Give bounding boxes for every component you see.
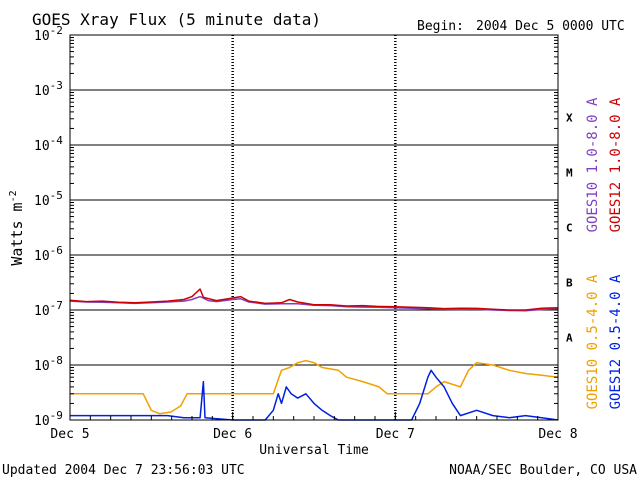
y-axis-label: Watts m-2 (8, 190, 26, 265)
y-tick-label: 10-6 (34, 244, 63, 264)
y-tick-label: 10-8 (34, 354, 63, 374)
begin-label: Begin: (417, 19, 464, 34)
y-tick-label-exponent: -4 (50, 134, 64, 147)
y-tick-label-base: 10 (34, 359, 50, 374)
y-axis-label-base: Watts m (8, 202, 26, 265)
flare-class-label: M (566, 167, 573, 180)
begin-value: 2004 Dec 5 0000 UTC (476, 19, 625, 34)
y-tick-label: 10-7 (34, 299, 63, 319)
footer-credit: NOAA/SEC Boulder, CO USA (449, 463, 637, 478)
legend-entry: GOES12 0.5-4.0 A (608, 274, 624, 409)
x-tick-label: Dec 7 (376, 427, 415, 442)
y-tick-label-base: 10 (34, 29, 50, 44)
flare-class-label: B (566, 277, 573, 290)
y-tick-label-base: 10 (34, 414, 50, 429)
x-tick-label: Dec 6 (213, 427, 252, 442)
legend-entry: GOES12 1.0-8.0 A (608, 97, 624, 232)
y-tick-label-base: 10 (34, 139, 50, 154)
y-tick-label-base: 10 (34, 194, 50, 209)
y-axis-label-exponent: -2 (8, 190, 19, 202)
flare-class-label: X (566, 112, 573, 125)
data-layer (69, 288, 559, 421)
y-tick-label-base: 10 (34, 84, 50, 99)
y-tick-label-exponent: -2 (50, 24, 63, 37)
y-tick-label: 10-4 (34, 134, 63, 154)
x-tick-label: Dec 8 (538, 427, 577, 442)
y-tick-label-exponent: -3 (50, 79, 63, 92)
legend-entry: GOES10 1.0-8.0 A (585, 97, 601, 232)
y-tick-label-base: 10 (34, 304, 50, 319)
y-tick-label-base: 10 (34, 249, 50, 264)
y-tick-label-exponent: -7 (50, 299, 63, 312)
legend-layer: GOES10 1.0-8.0 A GOES12 1.0-8.0 A GOES10 0… (585, 97, 624, 409)
y-tick-label-exponent: -5 (50, 189, 63, 202)
series-line (69, 288, 559, 311)
y-tick-label-exponent: -6 (50, 244, 63, 257)
y-tick-label: 10-3 (34, 79, 63, 99)
flare-class-label: C (566, 222, 573, 235)
grid-layer (70, 35, 558, 420)
footer-updated: Updated 2004 Dec 7 23:56:03 UTC (2, 463, 245, 478)
x-axis-label: Universal Time (259, 443, 369, 458)
y-tick-label: 10-2 (34, 24, 63, 44)
chart-title: GOES Xray Flux (5 minute data) (32, 10, 321, 29)
y-tick-label-exponent: -8 (50, 354, 63, 367)
series-line (70, 359, 559, 415)
series-line (69, 295, 559, 312)
y-tick-label-exponent: -9 (50, 409, 63, 422)
y-tick-label: 10-9 (34, 409, 63, 429)
x-tick-label: Dec 5 (50, 427, 89, 442)
legend-entry: GOES10 0.5-4.0 A (585, 274, 601, 409)
y-tick-label: 10-5 (34, 189, 63, 209)
flare-class-label: A (566, 332, 573, 345)
